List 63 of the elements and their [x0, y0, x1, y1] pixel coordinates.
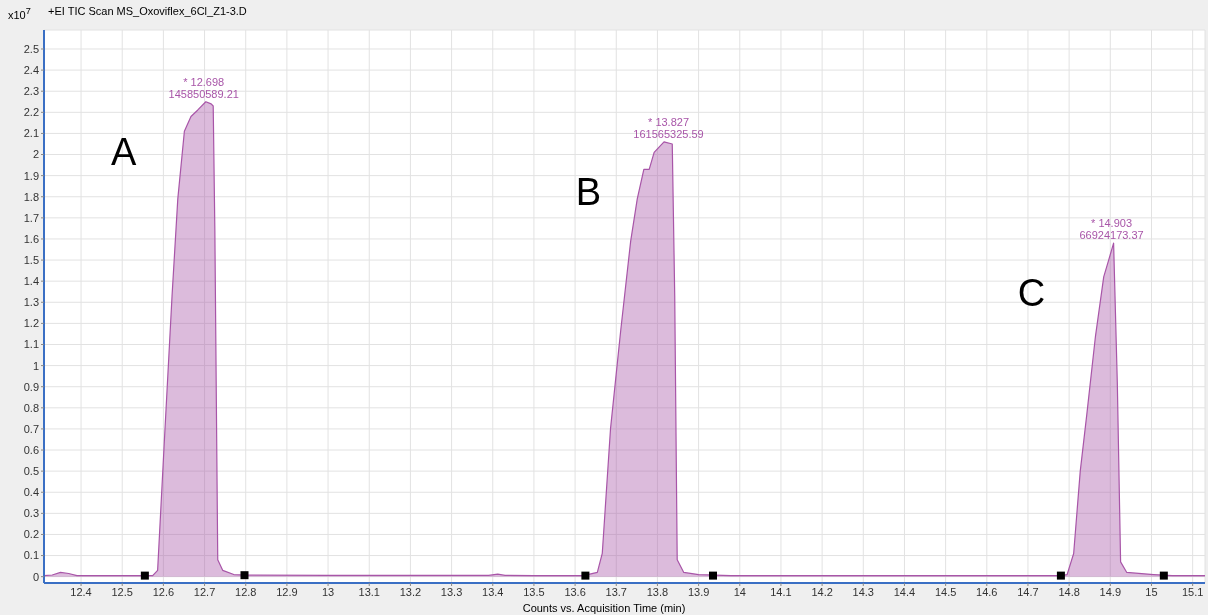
y-tick-label: 0.8	[23, 401, 39, 414]
x-tick-label: 14.4	[893, 585, 916, 598]
x-tick-label: 13.8	[646, 585, 669, 598]
y-tick-label: 0	[32, 570, 39, 583]
y-tick-label: 0.2	[23, 528, 39, 541]
x-tick-label: 12.9	[276, 585, 298, 598]
x-tick-label: 15.1	[1181, 585, 1204, 598]
x-tick-label: 13.2	[399, 585, 422, 598]
x-tick-label: 12.6	[152, 585, 175, 598]
y-tick-label: 2.2	[23, 106, 39, 119]
x-tick-label: 12.4	[70, 585, 92, 598]
x-tick-label: 14.5	[934, 585, 957, 598]
y-tick-label: 0.3	[23, 507, 39, 520]
x-tick-label: 13.6	[564, 585, 586, 598]
y-tick-label: 2.4	[23, 64, 39, 77]
y-tick-label: 1.4	[23, 275, 39, 288]
x-axis-title: Counts vs. Acquisition Time (min)	[521, 602, 687, 614]
x-tick-label: 12.7	[193, 585, 216, 598]
x-tick-label: 13	[321, 585, 335, 598]
x-tick-label: 12.8	[235, 585, 257, 598]
x-tick-label: 14.7	[1017, 585, 1039, 598]
x-tick-label: 13.1	[358, 585, 380, 598]
annotation: A	[111, 130, 138, 173]
y-tick-label: 0.4	[23, 486, 39, 499]
y-tick-label: 1.8	[23, 190, 39, 203]
x-tick-label: 14.9	[1099, 585, 1122, 598]
x-tick-label: 14.1	[770, 585, 792, 598]
x-tick-label: 14.6	[976, 585, 998, 598]
y-tick-label: 1.2	[23, 317, 39, 330]
x-tick-label: 13.7	[605, 585, 627, 598]
y-tick-label: 1.9	[23, 169, 39, 182]
x-tick-label: 13.4	[482, 585, 504, 598]
annotation: * 14.903 66924173.37	[1079, 217, 1144, 242]
annotation: * 12.698 145850589.21	[168, 75, 239, 100]
x-tick-label: 13.5	[523, 585, 545, 598]
y-tick-label: 0.7	[23, 422, 39, 435]
y-tick-label: 2	[32, 148, 39, 161]
x-tick-label: 13.3	[440, 585, 463, 598]
y-axis-title: x10$^{7}$	[8, 6, 31, 21]
y-tick-label: 0.5	[23, 465, 39, 478]
y-tick-label: 2.5	[23, 42, 39, 55]
y-tick-label: 1.5	[23, 253, 39, 266]
x-tick-label: 14.8	[1058, 585, 1080, 598]
y-tick-label: 0.6	[23, 443, 39, 456]
x-tick-label: 13.9	[687, 585, 710, 598]
x-tick-label: 12.5	[111, 585, 133, 598]
y-tick-label: 2.1	[23, 127, 39, 140]
y-tick-label: 0.9	[23, 380, 39, 393]
y-tick-label: 2.3	[23, 85, 39, 98]
y-tick-label: 1.1	[23, 338, 39, 351]
y-tick-label: 1.6	[23, 232, 39, 245]
y-tick-label: 0.1	[23, 549, 39, 562]
x-tick-label: 14	[733, 585, 746, 598]
chart-title: +EI TIC Scan MS_Oxoviflex_6Cl_Z1-3.D	[48, 5, 247, 17]
y-tick-label: 1.7	[23, 211, 39, 224]
annotation: C	[1017, 272, 1046, 315]
x-tick-label: 14.2	[811, 585, 833, 598]
y-tick-label: 1.3	[23, 296, 39, 309]
x-tick-label: 15	[1145, 585, 1158, 598]
annotation: * 13.827 161565325.59	[633, 115, 704, 140]
y-tick-label: 1	[32, 359, 39, 372]
x-tick-label: 14.3	[852, 585, 874, 598]
annotation: B	[575, 170, 602, 213]
